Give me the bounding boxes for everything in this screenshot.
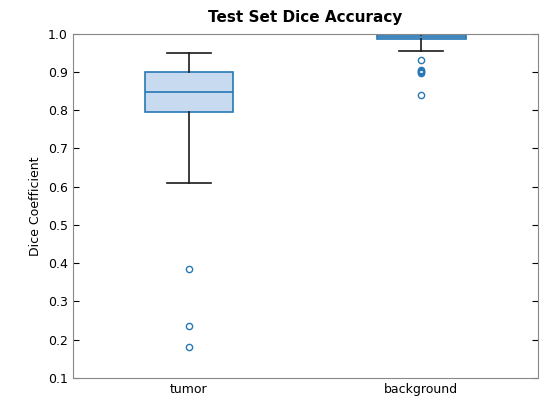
Y-axis label: Dice Coefficient: Dice Coefficient bbox=[29, 156, 43, 255]
Title: Test Set Dice Accuracy: Test Set Dice Accuracy bbox=[208, 10, 403, 26]
PathPatch shape bbox=[377, 35, 465, 39]
PathPatch shape bbox=[145, 72, 233, 112]
